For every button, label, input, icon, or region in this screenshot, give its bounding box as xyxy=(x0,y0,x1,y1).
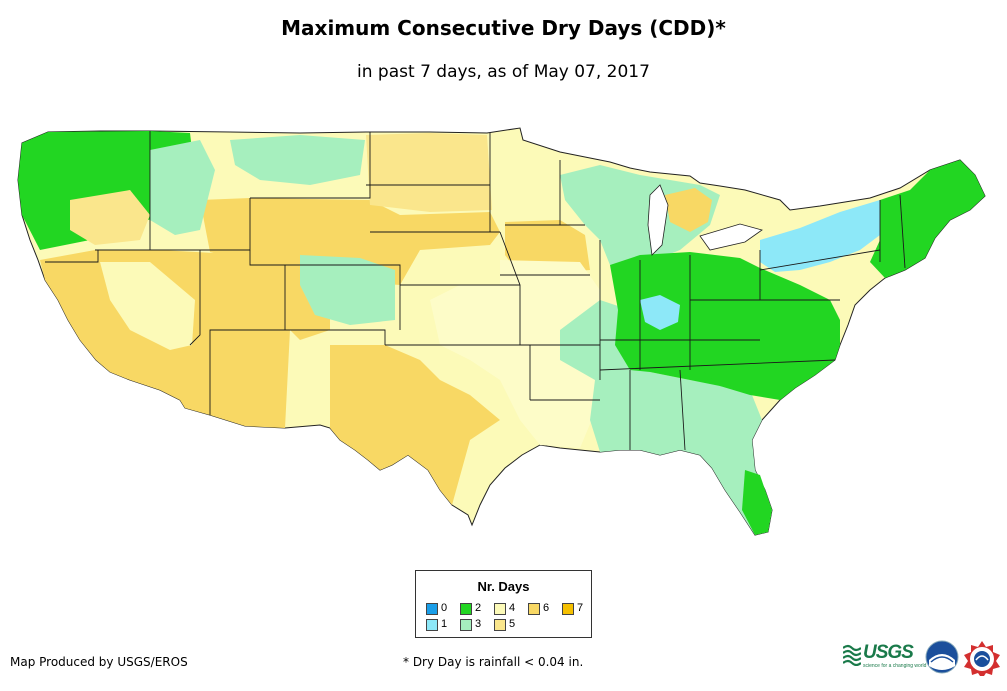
legend-title: Nr. Days xyxy=(477,579,530,594)
map-title: Maximum Consecutive Dry Days (CDD)* xyxy=(281,16,726,40)
legend-label: 7 xyxy=(577,602,584,614)
noaa-logo xyxy=(925,640,959,674)
map-subtitle: in past 7 days, as of May 07, 2017 xyxy=(357,62,650,82)
dry-day-footnote: * Dry Day is rainfall < 0.04 in. xyxy=(403,655,584,669)
region-northeast-level1 xyxy=(760,195,905,272)
region-montana-level3 xyxy=(230,135,365,185)
map-credit: Map Produced by USGS/EROS xyxy=(10,655,188,669)
legend-label: 0 xyxy=(441,602,448,614)
usgs-wave-icon xyxy=(843,644,861,666)
region-dakotas-level5 xyxy=(366,133,492,212)
usgs-logo: USGS science for a changing world xyxy=(843,642,926,672)
legend-label: 1 xyxy=(441,618,448,630)
region-oregon-level5 xyxy=(70,190,150,245)
legend-label: 6 xyxy=(543,602,550,614)
legend-swatch xyxy=(494,603,506,615)
region-new-england-level2 xyxy=(870,160,985,278)
nws-logo xyxy=(964,641,1000,676)
legend-label: 5 xyxy=(509,618,516,630)
legend: Nr. Days 0 1 2 3 4 5 6 7 xyxy=(415,570,592,638)
region-south-central-level4 xyxy=(430,260,600,448)
usgs-tagline: science for a changing world xyxy=(863,663,927,669)
legend-label: 3 xyxy=(475,618,482,630)
region-carolinas-level2 xyxy=(690,355,835,400)
great-lakes xyxy=(647,184,763,256)
region-great-basin-level4 xyxy=(100,262,195,350)
region-ohio-level1 xyxy=(640,295,680,330)
state-borders xyxy=(45,131,906,451)
legend-swatch xyxy=(460,603,472,615)
us-dry-days-map xyxy=(17,127,986,536)
region-great-lakes-level3 xyxy=(560,165,720,268)
region-michigan-level6 xyxy=(665,188,712,232)
region-florida-level2 xyxy=(742,470,772,535)
region-idaho-level3 xyxy=(150,140,215,235)
region-southeast-level3 xyxy=(560,300,772,535)
legend-swatch xyxy=(528,603,540,615)
legend-swatch xyxy=(426,619,438,631)
legend-swatch xyxy=(426,603,438,615)
usgs-wordmark: USGS xyxy=(863,642,914,663)
legend-label: 2 xyxy=(475,602,482,614)
legend-label: 4 xyxy=(509,602,516,614)
legend-swatch xyxy=(460,619,472,631)
region-texas-level6 xyxy=(330,345,500,505)
legend-swatch xyxy=(494,619,506,631)
region-wyoming-level6 xyxy=(200,198,500,285)
legend-swatch xyxy=(562,603,574,615)
region-colorado-level3 xyxy=(300,255,395,325)
